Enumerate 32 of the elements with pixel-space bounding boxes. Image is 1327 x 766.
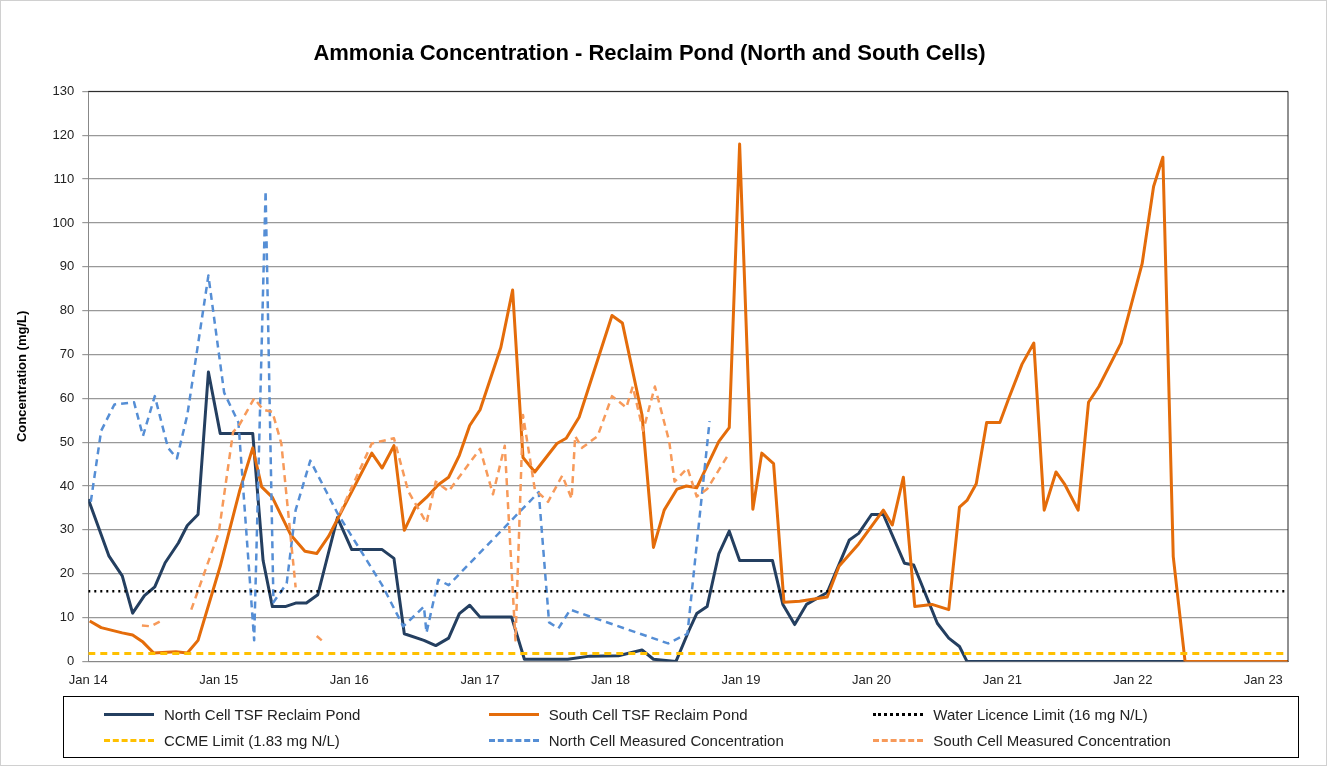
y-axis-title: Concentration (mg/L)	[14, 310, 30, 443]
x-tick-label: Jan 22	[1113, 671, 1153, 687]
y-tick-label: 130	[52, 82, 75, 98]
y-tick-label: 110	[53, 170, 75, 186]
y-tick-label: 80	[59, 302, 75, 318]
legend-label: South Cell TSF Reclaim Pond	[548, 705, 748, 723]
x-tick-label: Jan 18	[591, 671, 631, 687]
y-tick-label: 60	[59, 389, 75, 405]
y-tick-label: 120	[52, 126, 75, 142]
x-tick-label: Jan 14	[68, 671, 108, 687]
chart-title: Ammonia Concentration - Reclaim Pond (North and South Cells)	[313, 40, 986, 66]
y-tick-label: 70	[59, 346, 75, 362]
y-tick-label: 0	[67, 652, 75, 668]
x-tick-label: Jan 20	[852, 671, 892, 687]
x-tick-label: Jan 21	[982, 671, 1022, 687]
x-tick-label: Jan 16	[329, 671, 369, 687]
y-tick-label: 50	[59, 433, 75, 449]
legend-label: North Cell TSF Reclaim Pond	[164, 705, 361, 723]
legend-label: Water Licence Limit (16 mg N/L)	[933, 705, 1148, 723]
x-tick-label: Jan 19	[721, 671, 761, 687]
legend-label: North Cell Measured Concentration	[548, 731, 784, 749]
y-tick-label: 40	[59, 477, 75, 493]
y-tick-label: 10	[59, 609, 75, 625]
x-tick-label: Jan 17	[460, 671, 500, 687]
y-tick-label: 100	[52, 214, 75, 230]
y-tick-label: 90	[59, 258, 75, 274]
legend-label: South Cell Measured Concentration	[933, 731, 1171, 749]
y-tick-label: 20	[59, 565, 75, 581]
x-tick-label: Jan 15	[199, 671, 239, 687]
legend-label: CCME Limit (1.83 mg N/L)	[164, 731, 340, 749]
x-tick-label: Jan 23	[1243, 671, 1283, 687]
y-tick-label: 30	[59, 521, 75, 537]
